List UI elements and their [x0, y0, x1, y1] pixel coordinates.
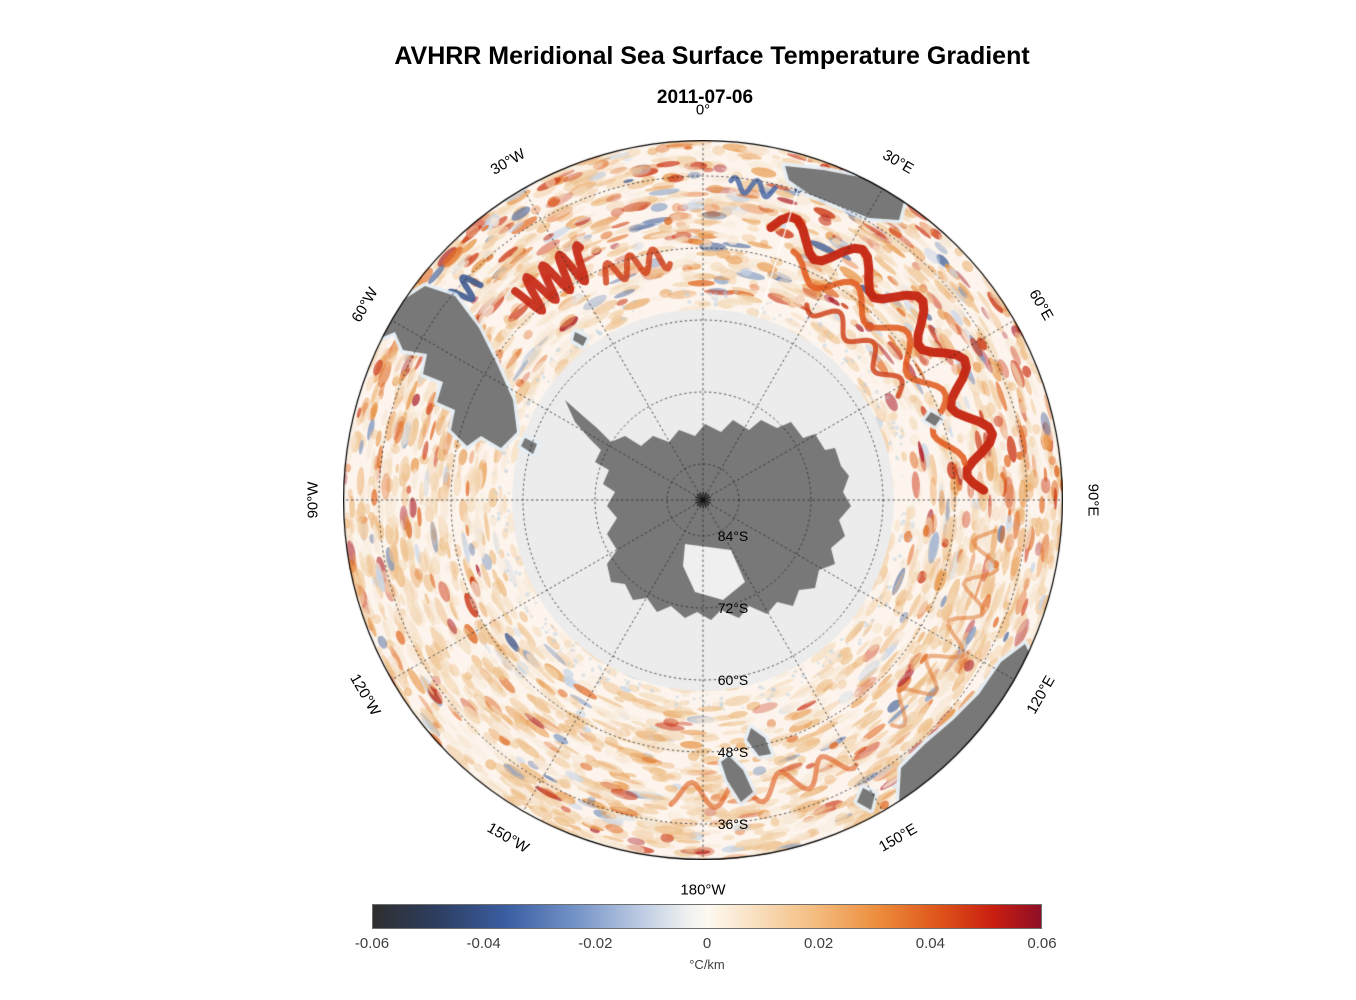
colorbar-tick-label: 0.06	[1027, 935, 1057, 952]
polar-map: 0° 30°E 60°E 90°E 120°E 150°E 180°W 150°W 120°W 9…	[305, 103, 1102, 898]
latitude-label: 72°S	[717, 600, 749, 616]
colorbar: -0.06 -0.04 -0.02 0 0.02 0.04 0.06 °C/km	[355, 904, 1057, 972]
colorbar-tick-label: -0.06	[354, 935, 390, 952]
colorbar-tick-label: -0.04	[466, 935, 501, 952]
colorbar-tick-label: 0.04	[915, 935, 945, 952]
latitude-label: 36°S	[717, 816, 749, 832]
colorbar-tick-label: -0.02	[578, 935, 613, 952]
latitude-label: 60°S	[717, 672, 749, 688]
longitude-label: 90°W	[304, 481, 322, 519]
latitude-label: 84°S	[717, 528, 749, 544]
colorbar-unit-label: °C/km	[689, 957, 725, 972]
colorbar-gradient	[372, 904, 1042, 929]
colorbar-tick-label: 0	[702, 935, 712, 952]
chart-title: AVHRR Meridional Sea Surface Temperature…	[394, 42, 1030, 70]
longitude-label: 90°E	[1084, 483, 1102, 517]
longitude-label: 0°	[695, 101, 711, 119]
longitude-label: 180°W	[680, 881, 726, 899]
map-canvas	[343, 140, 1063, 860]
colorbar-tick-label: 0.02	[804, 935, 834, 952]
colorbar-ticks: -0.06 -0.04 -0.02 0 0.02 0.04 0.06	[355, 935, 1057, 953]
chart-date: 2011-07-06	[656, 87, 754, 108]
latitude-label: 48°S	[717, 744, 749, 760]
